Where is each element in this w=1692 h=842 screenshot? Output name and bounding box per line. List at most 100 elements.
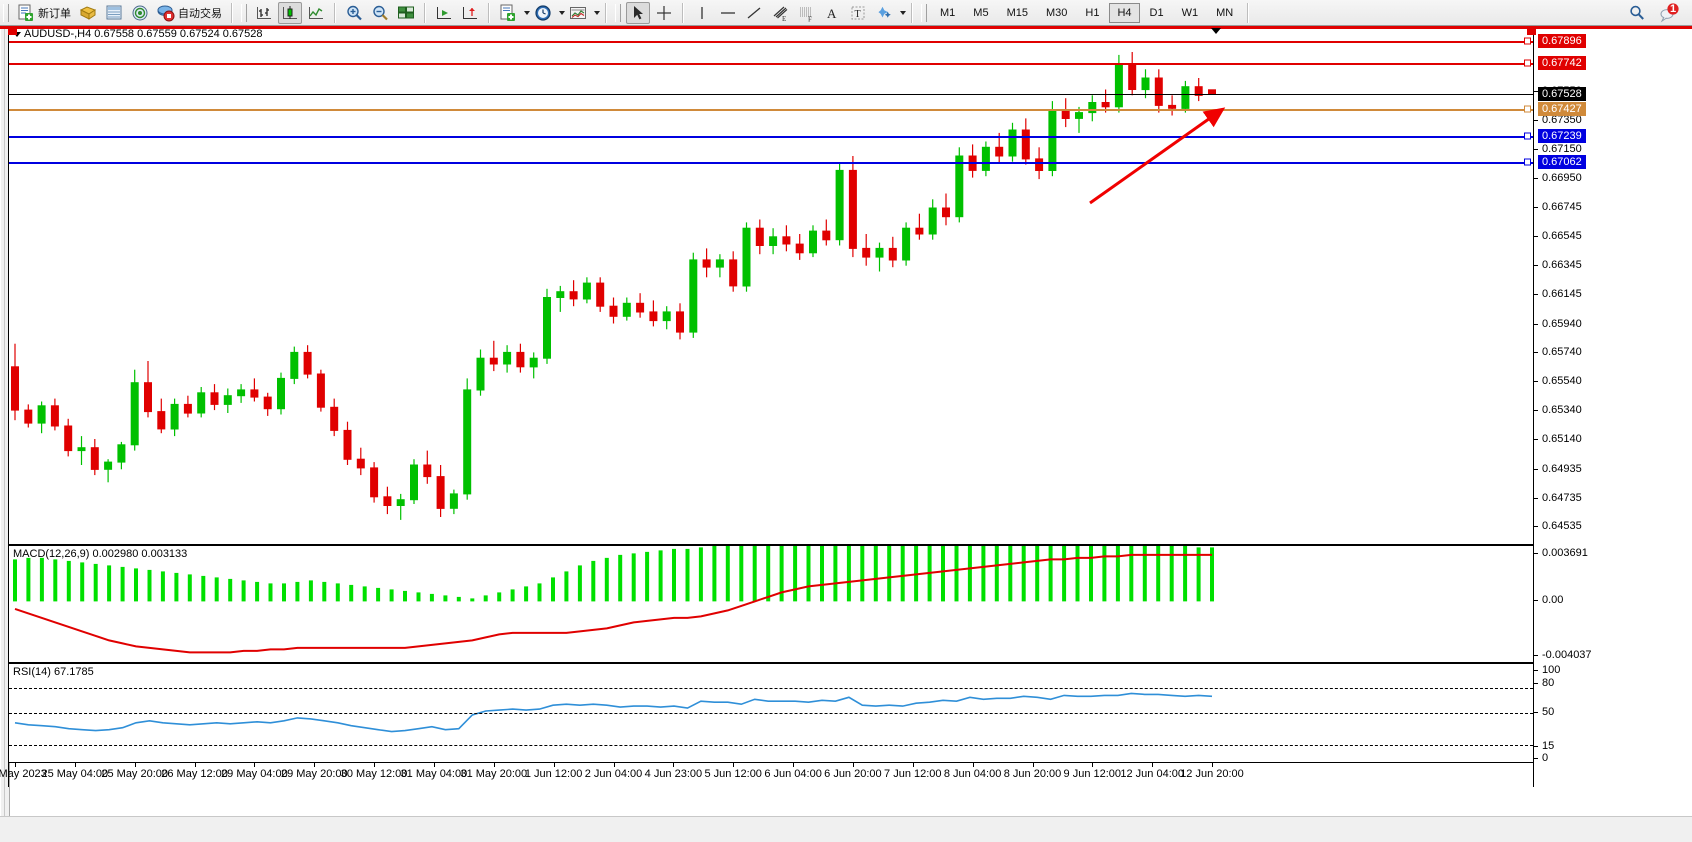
macd-tick-0: 0.003691 [1534,547,1588,559]
objects-button[interactable] [872,2,896,24]
templates-button[interactable] [566,2,590,24]
timeframe-w1[interactable]: W1 [1181,6,1199,19]
top-resistance-handle-left[interactable] [8,26,17,35]
top-resistance-line[interactable] [0,26,1692,29]
period-button[interactable] [531,2,555,24]
fibo-button[interactable]: F [794,2,818,24]
period-dropdown-caret[interactable] [559,10,565,15]
support-line-2[interactable] [9,161,1533,164]
rsi-pane[interactable]: RSI(14) 67.1785 [8,663,1534,763]
price-tick-8: 0.65940 [1534,318,1582,330]
price-candles [11,52,1216,520]
resistance-line-1[interactable] [9,41,1533,43]
macd-label: MACD(12,26,9) 0.002980 0.003133 [13,548,188,560]
text-label-button[interactable]: T [846,2,870,24]
resistance-level-1-tag[interactable]: 0.67896 [1538,34,1586,48]
elliott-wave-button[interactable]: E [768,2,792,24]
data-window-button[interactable] [394,2,418,24]
toolbar-grip-2[interactable] [241,3,247,22]
top-resistance-handle-right[interactable] [1527,26,1536,35]
timeframe-h1[interactable]: H1 [1085,6,1100,19]
bar-chart-icon [257,6,271,19]
price-tick-7: 0.66145 [1534,288,1582,300]
price-tick-14: 0.64735 [1534,492,1582,504]
alerts-button[interactable]: 1 [1656,2,1682,24]
resistance-line-1-handle[interactable] [1524,37,1531,45]
alerts-icon [1660,2,1679,22]
price-chart-pane[interactable]: AUDUSD-,H4 0.67558 0.67559 0.67524 0.675… [8,26,1534,545]
templates-icon [570,6,586,19]
price-tick-5: 0.66545 [1534,230,1582,242]
timeframe-m5[interactable]: M5 [973,6,989,19]
templates-dropdown-caret[interactable] [594,10,600,15]
timeframe-mn[interactable]: MN [1216,6,1234,19]
line-chart-button[interactable] [304,2,328,24]
rsi-scale[interactable]: 100 80 50 15 0 [1534,663,1692,764]
pivot-line[interactable] [9,108,1533,111]
rsi-tick-3: 15 [1534,740,1554,752]
timeframe-h4[interactable]: H4 [1109,2,1140,23]
timeframe-d1[interactable]: D1 [1149,6,1164,19]
time-label-8: 31 May 20:00 [460,768,528,780]
pivot-line-handle[interactable] [1524,105,1531,113]
time-label-0: 24 May 2023 [0,768,47,780]
toolbar-grip-3[interactable] [615,3,621,22]
timeframe-m1[interactable]: M1 [940,6,956,19]
indicators-button[interactable] [496,2,520,24]
autotrading-button[interactable]: 自动交易 [154,2,225,24]
time-label-11: 4 Jun 23:00 [644,768,703,780]
toolbar-grip-1[interactable] [3,3,9,22]
time-tick-12 [733,763,735,767]
current-price-line[interactable] [9,94,1533,96]
timeframe-m30[interactable]: M30 [1045,6,1068,19]
time-label-3: 26 May 12:00 [161,768,228,780]
timeframe-m15[interactable]: M15 [1006,6,1028,19]
time-tick-20 [1212,763,1213,767]
resistance-level-2-tag[interactable]: 0.67742 [1538,56,1586,71]
price-tick-11: 0.65340 [1534,404,1582,416]
support-level-1-tag[interactable]: 0.67239 [1538,128,1586,143]
vline-button[interactable] [690,2,714,24]
fibo-icon: F [800,7,812,22]
profiles-button[interactable] [76,2,100,24]
crosshair-button[interactable] [652,2,676,24]
zoom-out-button[interactable] [368,2,392,24]
rsi-tick-0: 100 [1534,664,1560,676]
chart-shift-button[interactable] [458,2,482,24]
trendline-button[interactable] [742,2,766,24]
resistance-line-2-handle[interactable] [1524,59,1531,67]
price-scale[interactable]: 0.675500.673500.671500.669500.667450.665… [1534,26,1692,545]
price-tick-3: 0.66950 [1534,172,1582,184]
bar-chart-button[interactable] [252,2,276,24]
cursor-button[interactable] [626,1,650,24]
new-order-button[interactable]: 新订单 [14,2,74,24]
current-price-tag-tag[interactable]: 0.67528 [1538,87,1586,102]
objects-dropdown-caret[interactable] [900,10,906,15]
toolbar-grip-4[interactable] [921,3,927,22]
market-watch-icon [106,5,122,19]
navigator-button[interactable] [128,2,152,24]
support-level-2-tag[interactable]: 0.67062 [1538,154,1586,169]
support-line-1-handle[interactable] [1524,132,1531,140]
text-button[interactable]: A [820,2,844,24]
macd-scale[interactable]: 0.003691 0.00 -0.004037 [1534,545,1692,663]
time-tick-19 [1152,763,1154,767]
market-watch-button[interactable] [102,2,126,24]
price-tick-13: 0.64935 [1534,463,1582,475]
hline-button[interactable] [716,2,740,24]
macd-pane[interactable]: MACD(12,26,9) 0.002980 0.003133 [8,545,1534,663]
zoom-in-icon [347,5,362,20]
candlestick-chart-button[interactable] [278,1,302,24]
indicators-dropdown-caret[interactable] [524,10,530,15]
zoom-in-button[interactable] [342,2,366,24]
support-line-2-handle[interactable] [1524,158,1531,165]
toolbar-separator-6 [682,2,684,23]
resistance-line-2[interactable] [9,63,1533,66]
support-line-1[interactable] [9,135,1533,138]
pivot-level-tag[interactable]: 0.67427 [1538,101,1586,116]
chart-menu-arrow-icon[interactable] [13,31,21,37]
time-tick-6 [374,763,376,767]
auto-scroll-button[interactable] [432,2,456,24]
search-button[interactable] [1625,2,1649,24]
